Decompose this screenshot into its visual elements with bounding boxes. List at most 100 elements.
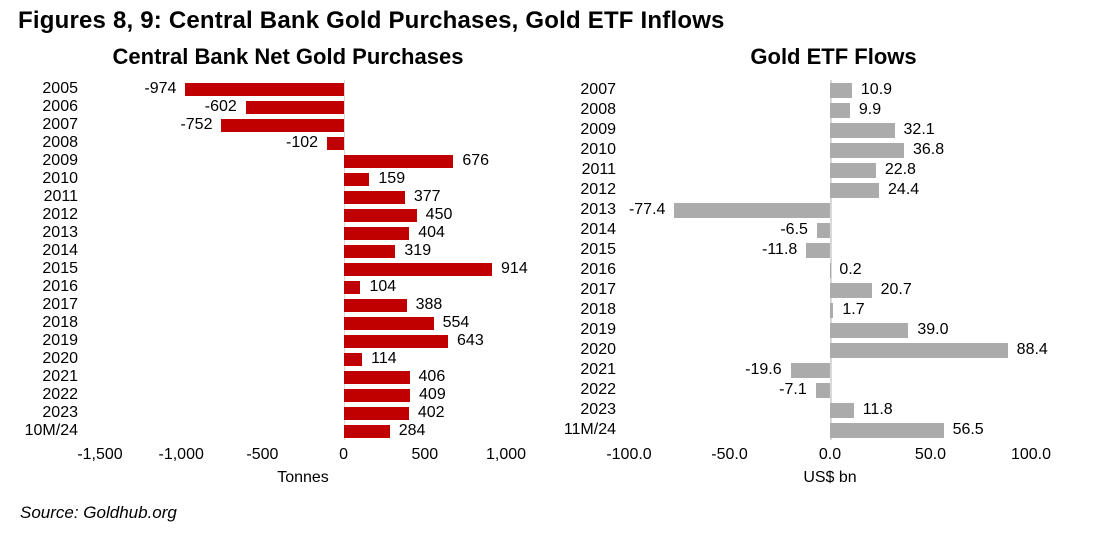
category-label: 2015 — [42, 260, 78, 277]
bar-value-label: 0.2 — [839, 261, 862, 278]
bar-row: 404 — [100, 224, 506, 242]
category-label: 2007 — [42, 116, 78, 133]
bar — [816, 222, 830, 238]
axis-unit-label: US$ bn — [803, 469, 857, 486]
bar-row: 39.0 — [629, 320, 1031, 340]
category-label: 11M/24 — [563, 421, 616, 438]
bar-value-label: 32.1 — [903, 121, 935, 138]
category-label: 2020 — [42, 350, 78, 367]
bar-row: 284 — [100, 422, 506, 440]
bar-row: 9.9 — [629, 100, 1031, 120]
bar-value-label: 36.8 — [912, 141, 945, 158]
category-label: 2022 — [42, 386, 78, 403]
axis-unit-label: Tonnes — [277, 469, 329, 486]
category-label: 2014 — [580, 221, 616, 238]
bar-row: -6.5 — [629, 220, 1031, 240]
bar-value-label: -752 — [180, 116, 213, 133]
category-label: 10M/24 — [24, 422, 78, 439]
bar — [185, 82, 344, 96]
charts-row: Central Bank Net Gold Purchases 2005 2006… — [0, 44, 1107, 488]
bar-row: 159 — [100, 170, 506, 188]
bar-value-label: 20.7 — [880, 281, 912, 298]
bar — [343, 172, 370, 186]
category-label: 2009 — [42, 152, 78, 169]
bar — [815, 382, 830, 398]
category-label: 2013 — [580, 201, 616, 218]
bar — [343, 298, 407, 312]
bar — [343, 154, 454, 168]
value-axis: -1,500 -1,000 -500 0 500 1,000 — [77, 446, 526, 464]
x-tick-label: -100.0 — [606, 446, 652, 463]
bar-row: 114 — [100, 350, 506, 368]
bar — [343, 244, 396, 258]
bar-row: 643 — [100, 332, 506, 350]
bar-row: 402 — [100, 404, 506, 422]
bar-value-label: 377 — [413, 188, 441, 205]
bar-row: 104 — [100, 278, 506, 296]
bar-value-label: -102 — [286, 134, 319, 151]
bar — [830, 422, 944, 438]
category-label: 2016 — [580, 261, 616, 278]
bar-value-label: 554 — [442, 314, 470, 331]
category-label: 2023 — [42, 404, 78, 421]
bar-row: 88.4 — [629, 340, 1048, 360]
category-label: 2022 — [580, 381, 616, 398]
gold-etf-flows-chart: Gold ETF Flows 2007 2008 2009 2010 2011 2012 2… — [556, 44, 1107, 488]
x-tick-label: 1,000 — [485, 446, 527, 463]
bars-area: 10.9 9.9 32.1 36.8 22.8 24.4 -77.4 -6.5 -11.8 0.2… — [629, 80, 1048, 440]
central-bank-gold-chart: Central Bank Net Gold Purchases 2005 2006… — [0, 44, 556, 488]
bar-row: -7.1 — [629, 380, 1031, 400]
bar-value-label: 24.4 — [888, 181, 920, 198]
zero-axis-line — [343, 80, 346, 440]
bar-row: 450 — [100, 206, 506, 224]
bar-value-label: 284 — [398, 422, 426, 439]
category-label: 2010 — [580, 141, 616, 158]
bar-value-label: 643 — [457, 332, 484, 349]
category-label: 2008 — [580, 101, 616, 118]
category-label: 2015 — [580, 241, 616, 258]
category-label: 2012 — [580, 181, 616, 198]
category-label: 2019 — [580, 321, 616, 338]
bar-value-label: 56.5 — [952, 421, 984, 438]
bar-value-label: 39.0 — [917, 321, 949, 338]
x-tick-label: 500 — [411, 446, 439, 463]
bar-row: -974 — [100, 80, 506, 98]
bar-row: 554 — [100, 314, 506, 332]
x-tick-label: -50.0 — [711, 446, 748, 463]
category-label: 2005 — [42, 80, 78, 97]
category-label: 2017 — [42, 296, 78, 313]
category-label: 2017 — [580, 281, 616, 298]
bar-value-label: 676 — [462, 152, 490, 169]
bar-row: 24.4 — [629, 180, 1031, 200]
chart-plot-area: 2007 2008 2009 2010 2011 2012 2013 2014 2015 2016… — [560, 80, 1107, 440]
chart-title: Central Bank Net Gold Purchases — [112, 44, 464, 69]
bar-value-label: -6.5 — [780, 221, 808, 238]
bar-row: 20.7 — [629, 280, 1031, 300]
category-label: 2012 — [42, 206, 78, 223]
bar-value-label: 1.7 — [842, 301, 865, 318]
bar — [830, 102, 850, 118]
bar — [830, 122, 895, 138]
category-label: 2016 — [42, 278, 78, 295]
bar-value-label: 450 — [425, 206, 453, 223]
bar — [830, 182, 880, 198]
category-label: 2009 — [580, 121, 616, 138]
category-axis: 2007 2008 2009 2010 2011 2012 2013 2014 2015 2016… — [560, 80, 616, 440]
category-axis: 2005 2006 2007 2008 2009 2010 2011 2012 2013 2014… — [20, 80, 78, 440]
bar — [343, 262, 493, 276]
bar — [830, 142, 904, 158]
bar-value-label: -974 — [144, 80, 177, 97]
bar-row: 0.2 — [629, 260, 1031, 280]
category-label: 2020 — [580, 341, 616, 358]
bar-value-label: 914 — [501, 260, 528, 277]
bar-value-label: -11.8 — [762, 241, 798, 258]
bar — [790, 362, 830, 378]
bar — [830, 342, 1008, 358]
bar-value-label: 319 — [404, 242, 432, 259]
bar-value-label: 404 — [418, 224, 445, 241]
x-tick-label: 100.0 — [1010, 446, 1052, 463]
bar-row: 10.9 — [629, 80, 1031, 100]
category-label: 2018 — [42, 314, 78, 331]
category-label: 2021 — [42, 368, 78, 385]
